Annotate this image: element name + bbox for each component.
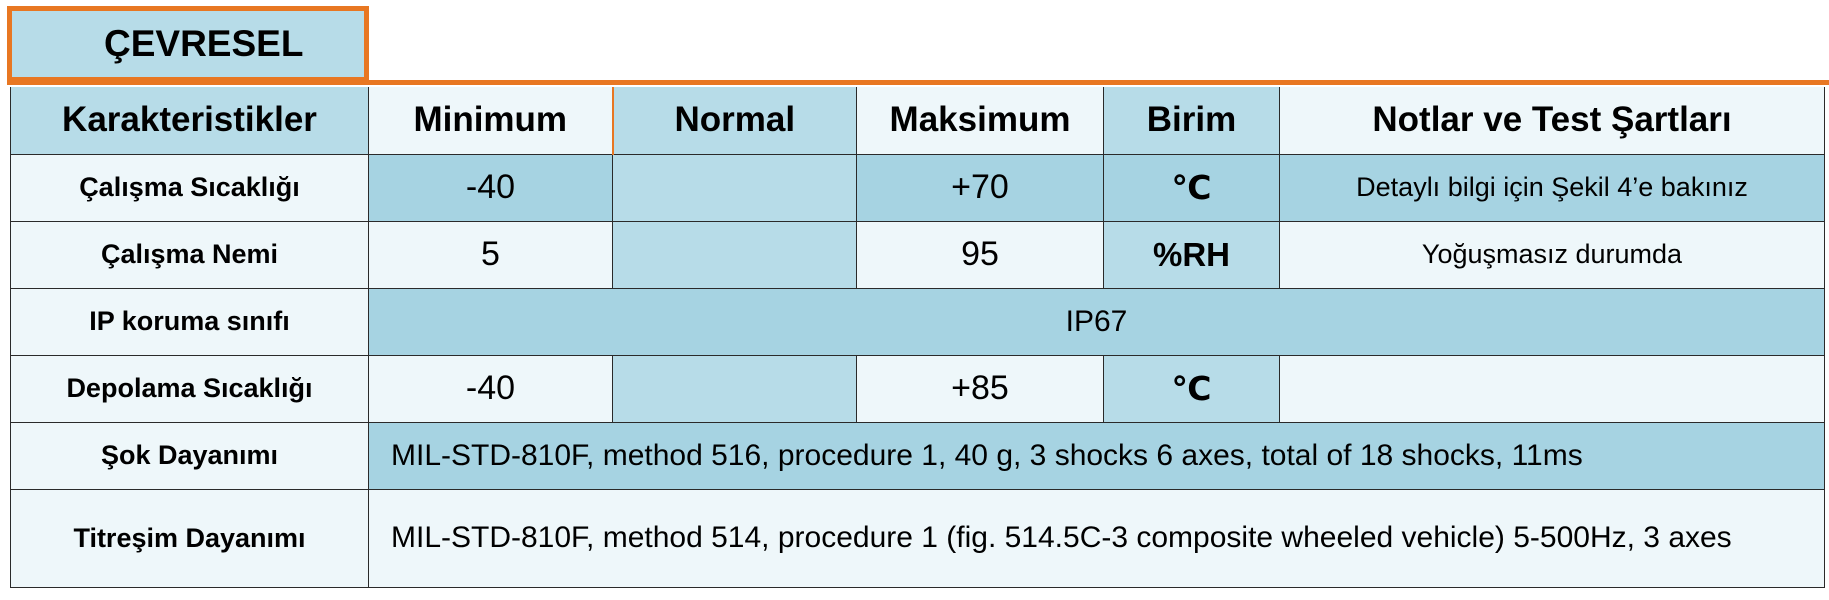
table-row: IP koruma sınıfı IP67 [10,287,1825,356]
table-header-row: Karakteristikler Minimum Normal Maksimum… [10,87,1825,155]
row-label: Şok Dayanımı [10,421,369,490]
row-label: Çalışma Nemi [10,220,369,289]
cell-unit: %RH [1103,220,1280,289]
cell-notes: Yoğuşmasız durumda [1279,220,1825,289]
header-normal: Normal [611,87,857,155]
cell-value: MIL-STD-810F, method 516, procedure 1, 4… [368,421,1825,490]
row-label: Titreşim Dayanımı [10,488,369,588]
row-label: Depolama Sıcaklığı [10,354,369,423]
section-title: ÇEVRESEL [104,23,304,64]
cell-notes: Detaylı bilgi için Şekil 4’e bakınız [1279,153,1825,222]
table-row: Çalışma Sıcaklığı -40 +70 ℃ Detaylı bilg… [10,153,1825,222]
cell-max: +70 [856,153,1104,222]
table-row: Depolama Sıcaklığı -40 +85 ℃ [10,354,1825,423]
cell-max: +85 [856,354,1104,423]
cell-min: -40 [368,153,613,222]
cell-min: 5 [368,220,613,289]
header-maximum: Maksimum [856,87,1104,155]
section-divider [7,80,1829,85]
cell-value: MIL-STD-810F, method 514, procedure 1 (f… [368,488,1825,588]
section-tab: ÇEVRESEL [7,6,369,82]
cell-normal [612,153,857,222]
header-notes: Notlar ve Test Şartları [1279,87,1825,155]
header-characteristic: Karakteristikler [10,87,369,155]
cell-max: 95 [856,220,1104,289]
cell-min: -40 [368,354,613,423]
table-row: Şok Dayanımı MIL-STD-810F, method 516, p… [10,421,1825,490]
cell-notes [1279,354,1825,423]
cell-normal [612,354,857,423]
table-row: Titreşim Dayanımı MIL-STD-810F, method 5… [10,488,1825,588]
table-row: Çalışma Nemi 5 95 %RH Yoğuşmasız durumda [10,220,1825,289]
cell-value: IP67 [368,287,1825,356]
cell-normal [612,220,857,289]
cell-unit: ℃ [1103,153,1280,222]
header-minimum: Minimum [368,87,613,155]
cell-unit: ℃ [1103,354,1280,423]
header-unit: Birim [1103,87,1280,155]
row-label: IP koruma sınıfı [10,287,369,356]
row-label: Çalışma Sıcaklığı [10,153,369,222]
specifications-table: Karakteristikler Minimum Normal Maksimum… [10,87,1825,588]
